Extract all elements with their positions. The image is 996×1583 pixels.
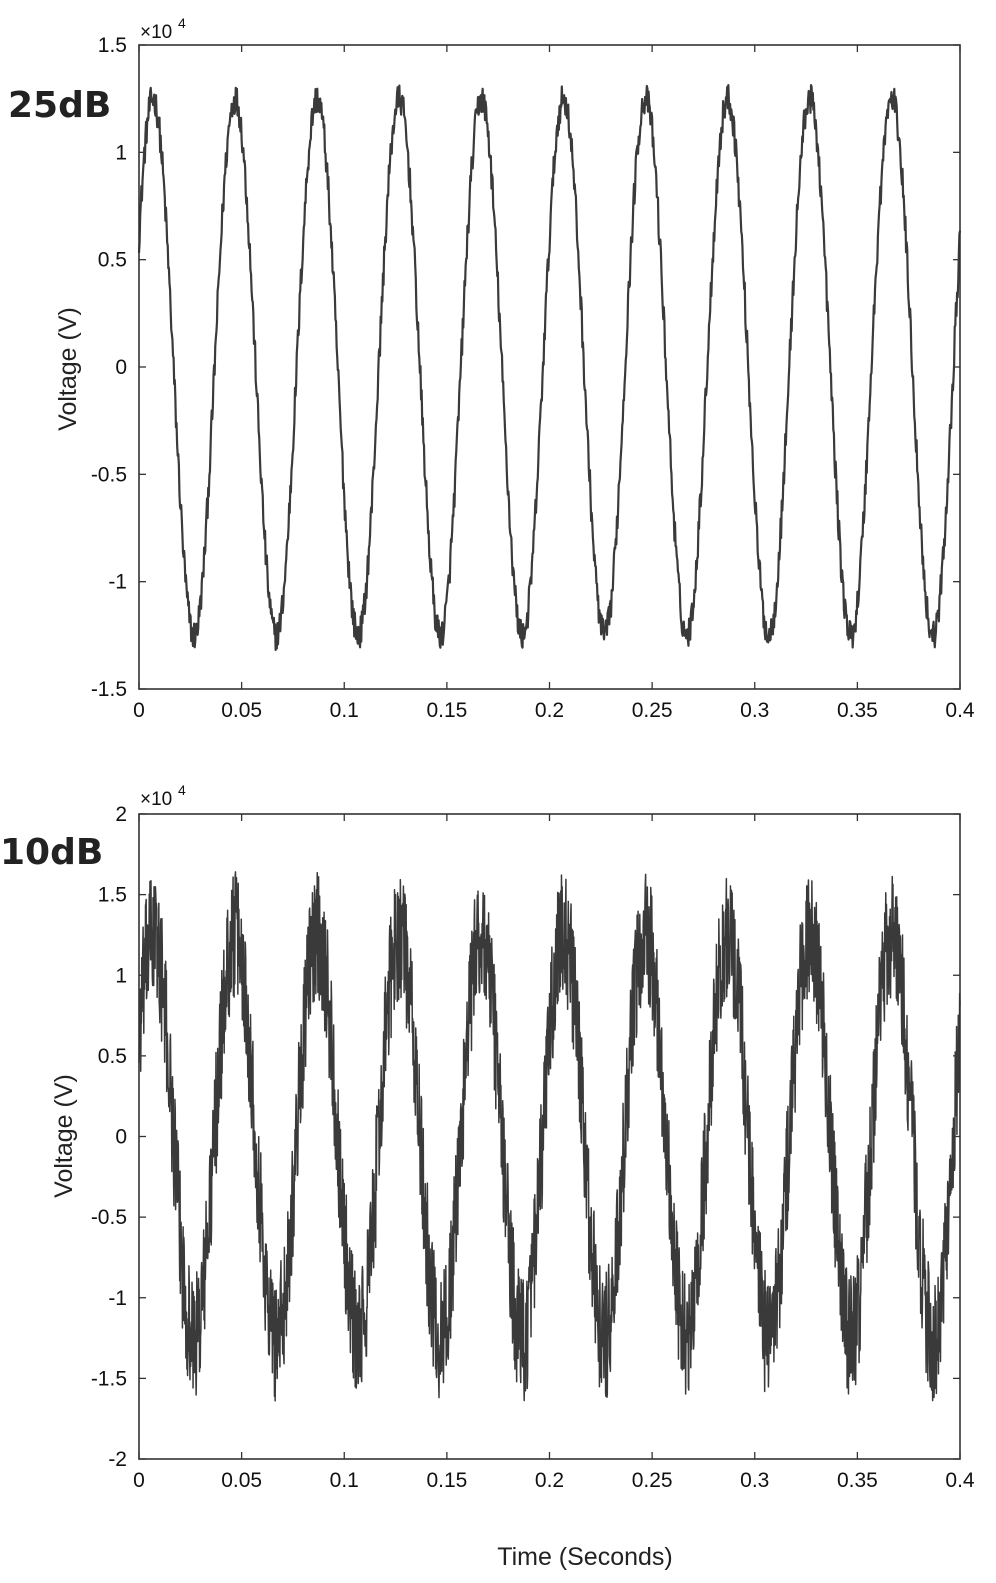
voltage-series-line xyxy=(137,84,962,652)
y-tick-label: 2 xyxy=(115,803,127,826)
x-tick-label: 0.35 xyxy=(837,699,878,722)
y-tick-label: 0.5 xyxy=(98,249,127,272)
x-tick-label: 0.2 xyxy=(535,699,564,722)
y-axis-label: Voltage (V) xyxy=(50,1074,78,1198)
y-tick-label: -1 xyxy=(108,1287,127,1310)
y-tick-labels: 2 1.5 1 0.5 0 -0.5 -1 -1.5 -2 xyxy=(91,803,127,1471)
y-tick-label: -0.5 xyxy=(91,1206,127,1229)
x-tick-label: 0.4 xyxy=(945,1469,975,1492)
y-tick-label: 1.5 xyxy=(98,884,127,907)
ticks xyxy=(138,813,961,1460)
y-multiplier-exponent: 4 xyxy=(178,782,186,798)
chart-panel-25db: 25dB ×10 4 Voltage (V) 0 0.05 0.1 0.15 0.2 0.… xyxy=(8,15,975,722)
x-tick-label: 0.25 xyxy=(632,699,673,722)
x-tick-labels: 0 0.05 0.1 0.15 0.2 0.25 0.3 0.35 0.4 xyxy=(133,1469,975,1492)
x-tick-label: 0.1 xyxy=(330,699,359,722)
series-trace xyxy=(137,84,962,652)
x-tick-label: 0.4 xyxy=(945,699,975,722)
x-axis-label: Time (Seconds) xyxy=(497,1543,673,1571)
x-tick-label: 0.1 xyxy=(330,1469,359,1492)
y-axis-label: Voltage (V) xyxy=(54,307,82,431)
x-tick-label: 0 xyxy=(133,699,145,722)
y-tick-label: 1 xyxy=(115,964,127,987)
x-tick-label: 0.15 xyxy=(426,699,467,722)
y-tick-labels: 1.5 1 0.5 0 -0.5 -1 -1.5 xyxy=(91,34,127,701)
x-tick-label: 0.35 xyxy=(837,1469,878,1492)
y-multiplier-exponent: 4 xyxy=(178,15,186,31)
x-tick-label: 0 xyxy=(133,1469,145,1492)
y-tick-label: -2 xyxy=(108,1448,127,1471)
y-multiplier-base: ×10 xyxy=(140,22,172,43)
voltage-series-line xyxy=(138,871,961,1402)
x-tick-label: 0.05 xyxy=(221,1469,262,1492)
x-tick-label: 0.05 xyxy=(221,699,262,722)
y-tick-label: 0 xyxy=(115,356,127,379)
x-tick-label: 0.3 xyxy=(740,699,769,722)
y-tick-label: 1 xyxy=(115,141,127,164)
panel-label-10db: 10dB xyxy=(0,832,103,873)
y-tick-label: -1 xyxy=(108,571,127,594)
y-tick-label: -1.5 xyxy=(91,678,127,701)
y-tick-label: 1.5 xyxy=(98,34,127,57)
y-multiplier: ×10 4 xyxy=(140,15,186,43)
y-tick-label: -1.5 xyxy=(91,1367,127,1390)
y-tick-label: 0.5 xyxy=(98,1045,127,1068)
y-tick-label: 0 xyxy=(115,1126,127,1149)
ticks xyxy=(138,44,961,690)
x-tick-label: 0.25 xyxy=(632,1469,673,1492)
axes-frame xyxy=(138,44,961,690)
plot-area xyxy=(138,813,961,1460)
panel-label-25db: 25dB xyxy=(8,85,111,126)
x-tick-label: 0.3 xyxy=(740,1469,769,1492)
x-tick-label: 0.2 xyxy=(535,1469,564,1492)
x-tick-label: 0.15 xyxy=(426,1469,467,1492)
series-trace xyxy=(138,871,961,1402)
plot-area xyxy=(137,44,962,690)
x-tick-labels: 0 0.05 0.1 0.15 0.2 0.25 0.3 0.35 0.4 xyxy=(133,699,975,722)
y-multiplier-base: ×10 xyxy=(140,789,172,810)
axes-frame xyxy=(138,813,961,1460)
y-tick-label: -0.5 xyxy=(91,463,127,486)
y-multiplier: ×10 4 xyxy=(140,782,186,810)
